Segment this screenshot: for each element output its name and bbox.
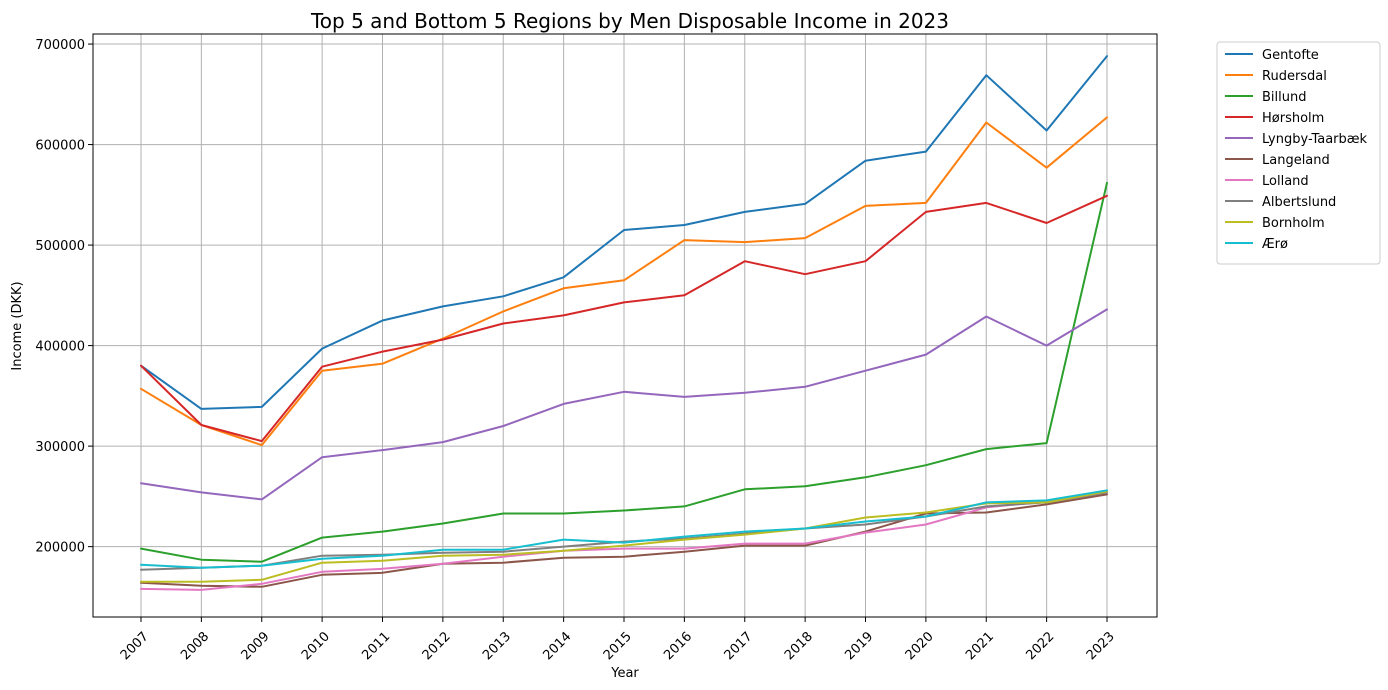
x-axis-label: Year <box>610 666 639 681</box>
legend-label: Albertslund <box>1262 195 1336 210</box>
x-tick-label: 2014 <box>540 629 574 663</box>
x-tick-label: 2011 <box>359 629 393 663</box>
series-line-h-rsholm <box>140 194 1108 443</box>
legend-label: Billund <box>1262 90 1306 105</box>
legend: Gentofte Rudersdal Billund Hørsholm Lyngby-T… <box>1216 41 1381 265</box>
x-tick-label: 2023 <box>1084 629 1118 663</box>
x-axis: 2007 2008 2009 2010 2011 2012 2013 2014 2015 2016… <box>118 617 1118 663</box>
legend-label: Hørsholm <box>1262 111 1324 126</box>
y-tick-label: 300000 <box>35 440 85 455</box>
series-line-bornholm <box>140 490 1108 583</box>
series-line-billund <box>140 181 1108 563</box>
y-tick-label: 400000 <box>35 340 85 355</box>
x-tick-label: 2021 <box>963 629 997 663</box>
x-tick-label: 2008 <box>178 629 212 663</box>
y-axis: 200000 300000 400000 500000 600000 700000 <box>35 38 93 556</box>
grid <box>93 34 1157 617</box>
legend-label: Bornholm <box>1262 216 1325 231</box>
legend-label: Gentofte <box>1262 48 1319 63</box>
y-tick-label: 600000 <box>35 139 85 154</box>
x-tick-label: 2017 <box>722 629 756 663</box>
y-axis-label: Income (DKK) <box>10 281 25 370</box>
series-line-lolland <box>140 491 1108 591</box>
y-tick-label: 200000 <box>35 541 85 556</box>
legend-label: Ærø <box>1262 237 1288 252</box>
series-line-lyngby-taarb-k <box>140 308 1108 501</box>
series-line-gentofte <box>140 55 1108 410</box>
legend-box <box>1216 41 1381 265</box>
x-tick-label: 2013 <box>480 629 514 663</box>
legend-label: Langeland <box>1262 153 1330 168</box>
y-tick-label: 500000 <box>35 239 85 254</box>
y-tick-label: 700000 <box>35 38 85 53</box>
x-tick-label: 2010 <box>299 629 333 663</box>
x-tick-label: 2020 <box>903 629 937 663</box>
series-lines <box>140 55 1108 591</box>
x-tick-label: 2015 <box>601 629 635 663</box>
series-line-r <box>140 489 1108 569</box>
legend-label: Lyngby-Taarbæk <box>1262 132 1368 147</box>
legend-label: Lolland <box>1262 174 1309 189</box>
series-line-rudersdal <box>140 116 1108 447</box>
chart-title: Top 5 and Bottom 5 Regions by Men Dispos… <box>310 9 949 33</box>
x-tick-label: 2009 <box>239 629 273 663</box>
x-tick-label: 2012 <box>420 629 454 663</box>
x-tick-label: 2022 <box>1023 629 1057 663</box>
x-tick-label: 2018 <box>782 629 816 663</box>
x-tick-label: 2019 <box>842 629 876 663</box>
x-tick-label: 2007 <box>118 629 152 663</box>
legend-label: Rudersdal <box>1262 69 1327 84</box>
x-tick-label: 2016 <box>661 629 695 663</box>
plot-frame <box>92 33 1158 618</box>
